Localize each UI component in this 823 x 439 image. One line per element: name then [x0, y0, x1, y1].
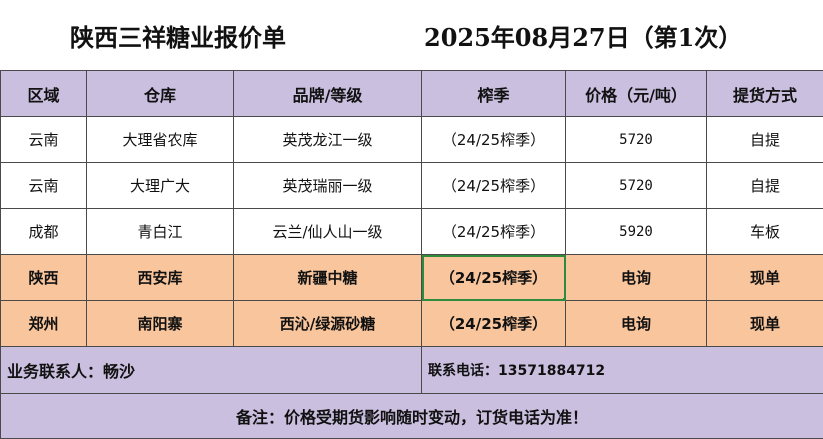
cell-warehouse[interactable]: 南阳寨 — [86, 300, 234, 347]
cell-delivery[interactable]: 车板 — [706, 208, 823, 255]
cell-delivery[interactable]: 现单 — [706, 254, 823, 301]
contact-row: 业务联系人：畅沙 联系电话：13571884712 — [0, 346, 823, 394]
cell-brand[interactable]: 新疆中糖 — [233, 254, 422, 301]
table-row: 云南 大理省农库 英茂龙江一级 （24/25榨季） 5720 自提 — [0, 116, 823, 163]
cell-season[interactable]: （24/25榨季） — [421, 208, 566, 255]
cell-delivery[interactable]: 现单 — [706, 300, 823, 347]
cell-region[interactable]: 陕西 — [0, 254, 87, 301]
note-text[interactable]: 备注：价格受期货影响随时变动，订货电话为准！ — [0, 393, 823, 439]
cell-brand[interactable]: 英茂瑞丽一级 — [233, 162, 422, 209]
column-header-delivery[interactable]: 提货方式 — [706, 70, 823, 117]
table-row: 成都 青白江 云兰/仙人山一级 （24/25榨季） 5920 车板 — [0, 208, 823, 255]
column-header-region[interactable]: 区域 — [0, 70, 87, 117]
column-header-warehouse[interactable]: 仓库 — [86, 70, 234, 117]
cell-season[interactable]: （24/25榨季） — [421, 116, 566, 163]
column-header-brand[interactable]: 品牌/等级 — [233, 70, 422, 117]
cell-season[interactable]: （24/25榨季） — [421, 162, 566, 209]
cell-brand[interactable]: 云兰/仙人山一级 — [233, 208, 422, 255]
fill-handle[interactable] — [563, 298, 565, 300]
cell-season[interactable]: （24/25榨季） — [421, 300, 566, 347]
quote-title: 陕西三祥糖业报价单 — [70, 23, 286, 52]
cell-region[interactable]: 云南 — [0, 116, 87, 163]
column-header-price[interactable]: 价格（元/吨） — [565, 70, 707, 117]
contact-person[interactable]: 业务联系人：畅沙 — [0, 346, 422, 394]
cell-season-text: （24/25榨季） — [439, 269, 548, 287]
cell-warehouse[interactable]: 大理广大 — [86, 162, 234, 209]
cell-price[interactable]: 电询 — [565, 300, 707, 347]
cell-warehouse[interactable]: 西安库 — [86, 254, 234, 301]
table-row: 云南 大理广大 英茂瑞丽一级 （24/25榨季） 5720 自提 — [0, 162, 823, 209]
cell-delivery[interactable]: 自提 — [706, 116, 823, 163]
cell-brand[interactable]: 西沁/绿源砂糖 — [233, 300, 422, 347]
table-header-row: 区域 仓库 品牌/等级 榨季 价格（元/吨） 提货方式 — [0, 70, 823, 117]
price-table: 区域 仓库 品牌/等级 榨季 价格（元/吨） 提货方式 云南 大理省农库 英茂龙… — [0, 70, 823, 439]
quote-date: 2025年08月27日（第1次） — [424, 23, 743, 52]
note-row: 备注：价格受期货影响随时变动，订货电话为准！ — [0, 393, 823, 439]
cell-brand[interactable]: 英茂龙江一级 — [233, 116, 422, 163]
column-header-season[interactable]: 榨季 — [421, 70, 566, 117]
cell-price[interactable]: 电询 — [565, 254, 707, 301]
cell-delivery[interactable]: 自提 — [706, 162, 823, 209]
cell-warehouse[interactable]: 青白江 — [86, 208, 234, 255]
table-row: 陕西 西安库 新疆中糖 （24/25榨季） 电询 现单 — [0, 254, 823, 301]
cell-region[interactable]: 郑州 — [0, 300, 87, 347]
cell-price[interactable]: 5720 — [565, 116, 707, 163]
cell-region[interactable]: 云南 — [0, 162, 87, 209]
cell-price[interactable]: 5720 — [565, 162, 707, 209]
cell-warehouse[interactable]: 大理省农库 — [86, 116, 234, 163]
title-row[interactable]: 陕西三祥糖业报价单 2025年08月27日（第1次） — [0, 0, 823, 70]
contact-phone[interactable]: 联系电话：13571884712 — [421, 346, 823, 394]
cell-price[interactable]: 5920 — [565, 208, 707, 255]
selected-cell-season[interactable]: （24/25榨季） — [421, 254, 566, 301]
cell-region[interactable]: 成都 — [0, 208, 87, 255]
table-row: 郑州 南阳寨 西沁/绿源砂糖 （24/25榨季） 电询 现单 — [0, 300, 823, 347]
